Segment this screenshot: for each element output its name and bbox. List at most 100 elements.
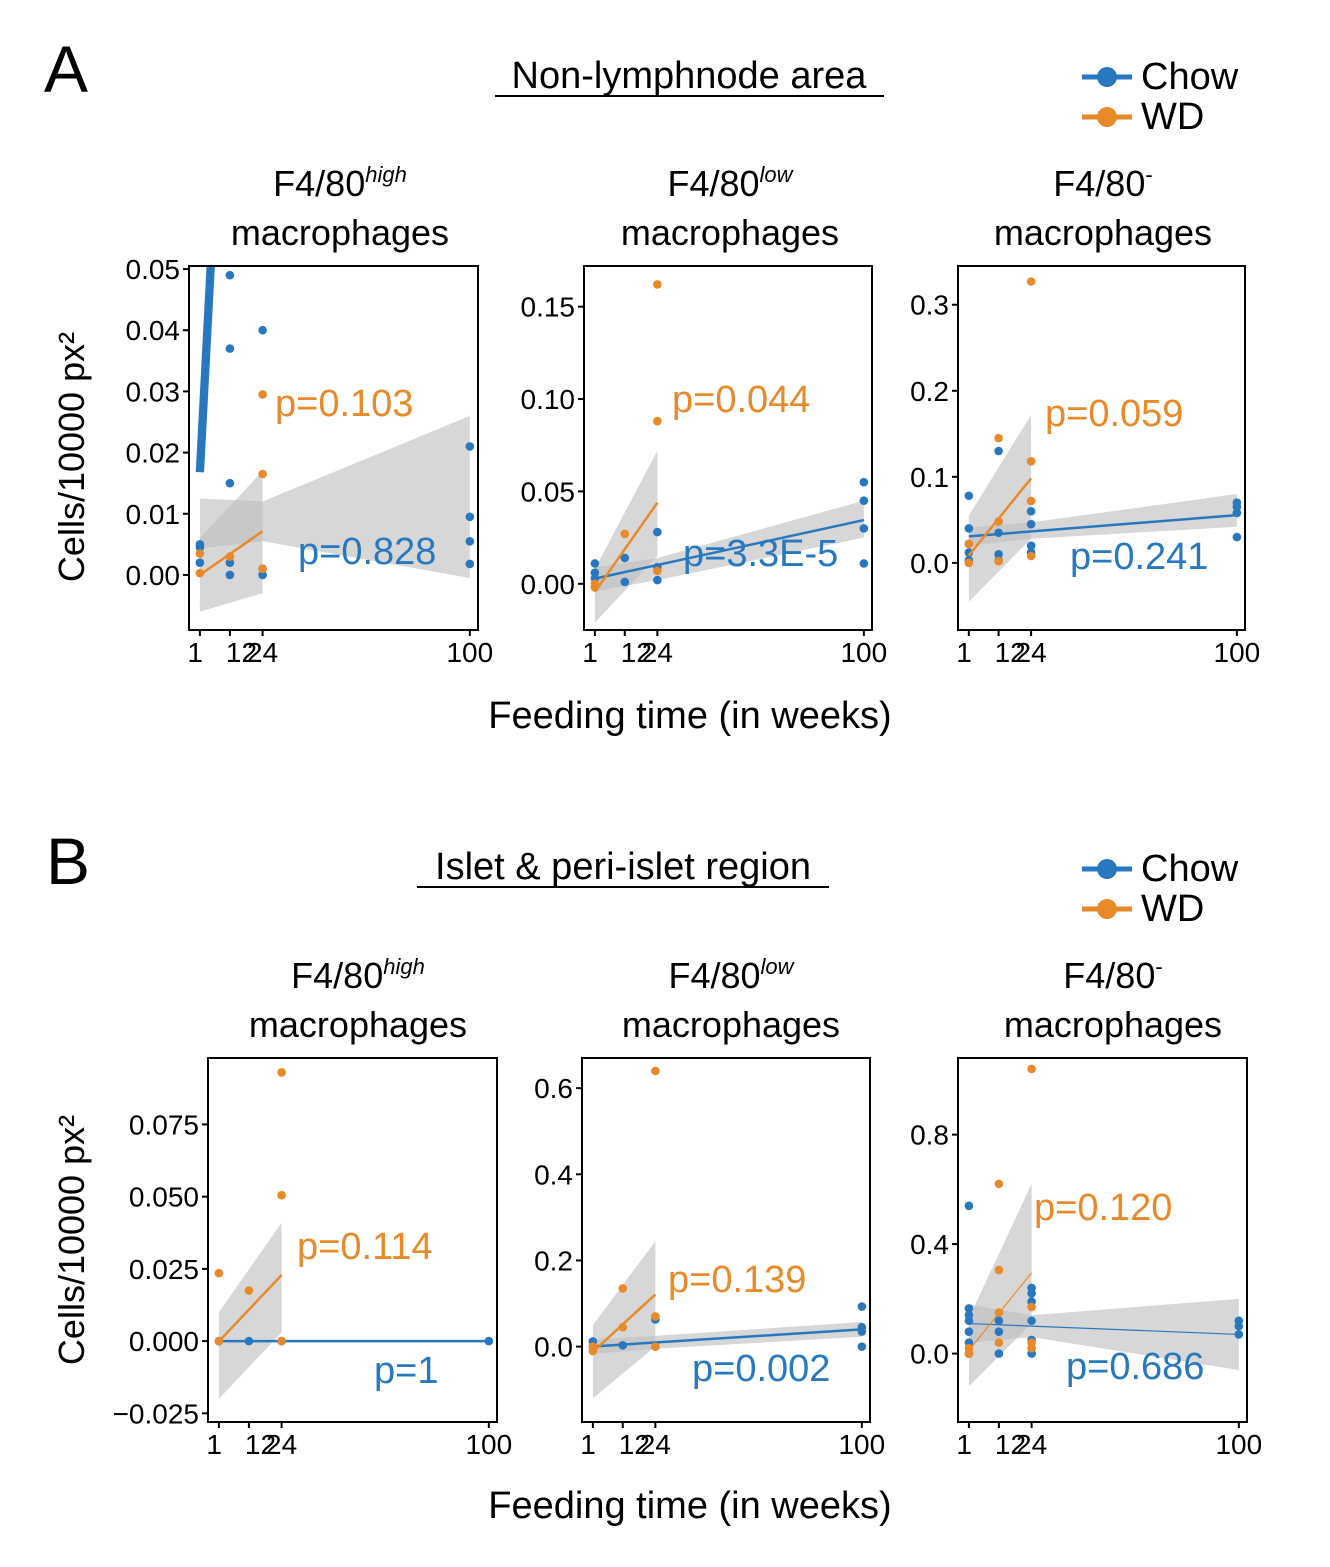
x-tick-label: 1	[206, 1429, 222, 1460]
y-tick-label: 0.04	[126, 315, 181, 346]
legend-b-wd-marker	[1097, 899, 1117, 919]
wd-data-point	[653, 280, 662, 289]
chow-data-point	[620, 553, 630, 563]
chow-data-point	[1026, 506, 1036, 516]
x-tick-label: 12	[995, 1429, 1026, 1460]
panel-letter-b: B	[46, 824, 90, 898]
chow-pvalue: p=0.002	[692, 1348, 830, 1390]
legend-a-wd-label: WD	[1141, 96, 1204, 138]
chow-data-point	[225, 478, 235, 488]
wd-fit-line	[217, 1274, 283, 1343]
wd-data-point	[195, 568, 205, 578]
chart-title-line2: macrophages	[622, 1004, 840, 1045]
x-tick-label: 100	[1215, 1429, 1262, 1460]
y-tick-label: 0.6	[534, 1073, 573, 1104]
chart-data-layer	[964, 277, 1242, 602]
x-axis-label-a: Feeding time (in weeks)	[488, 695, 891, 737]
x-tick-label: 24	[1016, 637, 1047, 668]
wd-fit-line	[967, 477, 1033, 557]
wd-pvalue: p=0.139	[668, 1259, 806, 1301]
chow-data-point	[994, 1327, 1004, 1336]
wd-data-point	[651, 1066, 660, 1076]
chart-2: F4/80low macrophages 0.00 0.05 0.10 0.15 1 1224…	[521, 162, 888, 668]
chow-data-point	[225, 344, 235, 353]
y-tick-label: 0.2	[534, 1245, 573, 1276]
y-tick-label: 0.0	[910, 1339, 949, 1370]
chow-data-point	[258, 570, 267, 580]
chow-data-point	[1026, 519, 1036, 529]
wd-data-point	[214, 1336, 224, 1346]
chow-pvalue: p=0.828	[298, 531, 436, 573]
y-tick-label: 0.1	[910, 462, 949, 493]
x-tick-label: 1	[956, 1429, 972, 1460]
y-tick-label: 0.01	[126, 499, 181, 530]
chow-pvalue: p=0.241	[1070, 536, 1208, 578]
wd-pvalue: p=0.103	[275, 383, 413, 425]
wd-data-point	[1027, 1302, 1036, 1312]
x-tick-label: 100	[465, 1429, 512, 1460]
chow-data-point	[225, 558, 235, 568]
chow-data-point	[964, 524, 974, 533]
legend-b-chow-marker	[1097, 859, 1117, 879]
wd-data-point	[618, 1284, 628, 1293]
x-tick-label: 100	[840, 637, 887, 668]
x-tick-label: 12	[245, 1429, 276, 1460]
chow-data-point	[964, 1316, 974, 1326]
chow-data-point	[994, 528, 1003, 538]
wd-data-point	[651, 1342, 660, 1351]
wd-data-point	[1026, 551, 1036, 561]
wd-pvalue: p=0.044	[672, 379, 810, 421]
chow-data-point	[964, 1201, 974, 1211]
chow-confidence-band	[968, 494, 1237, 546]
y-tick-label: 0.00	[521, 569, 576, 600]
x-tick-label: 1	[580, 1429, 596, 1460]
chow-data-point	[465, 512, 475, 522]
chow-data-point	[1232, 508, 1242, 518]
chow-data-point	[244, 1336, 254, 1346]
chow-data-point	[618, 1341, 628, 1350]
x-tick-label: 1	[956, 637, 972, 668]
plot-frame	[581, 1057, 871, 1423]
legend-b: Chow WD	[1082, 848, 1239, 930]
chart-title-line2: macrophages	[994, 212, 1212, 253]
panel-title-b: Islet & peri-islet region	[435, 846, 811, 888]
charts-layer: F4/80highmacrophages0.000.010.020.030.04…	[113, 162, 1263, 1460]
y-tick-label: 0.05	[521, 476, 576, 507]
wd-confidence-band	[968, 1183, 1032, 1387]
legend-a-wd-marker	[1097, 107, 1117, 127]
wd-data-point	[620, 529, 630, 539]
y-axis-label-a: Cells/10000 px²	[51, 332, 92, 582]
x-tick-label: 12	[621, 637, 652, 668]
x-tick-label: 100	[1214, 637, 1261, 668]
chow-fit-line	[592, 1328, 862, 1348]
wd-data-point	[195, 549, 205, 558]
chow-data-point	[1234, 1321, 1244, 1331]
y-tick-label: 0.00	[126, 560, 181, 591]
legend-a-chow-label: Chow	[1141, 56, 1239, 98]
y-tick-label: 0.4	[910, 1229, 949, 1260]
x-tick-label: 24	[1016, 1429, 1047, 1460]
chow-pvalue: p=1	[374, 1350, 438, 1392]
chow-data-point	[857, 1302, 867, 1311]
wd-data-point	[258, 390, 267, 399]
chow-data-point	[964, 1304, 974, 1313]
wd-fit-line	[593, 501, 659, 593]
chow-data-point	[1027, 1289, 1036, 1298]
chow-confidence-band	[968, 1298, 1239, 1370]
wd-data-point	[588, 1346, 598, 1356]
chow-data-point	[1232, 502, 1242, 512]
y-tick-label: 0.4	[534, 1159, 573, 1190]
wd-confidence-band	[968, 414, 1032, 602]
chow-data-point	[258, 325, 267, 335]
chow-confidence-band	[199, 415, 470, 578]
y-tick-label: 0.8	[910, 1120, 949, 1151]
chow-data-point	[1232, 532, 1242, 542]
chow-data-point	[994, 1349, 1004, 1358]
wd-data-point	[590, 583, 600, 592]
wd-data-point	[277, 1190, 286, 1200]
chart-data-layer	[588, 1066, 867, 1399]
wd-data-point	[1026, 277, 1036, 286]
wd-data-point	[225, 552, 235, 561]
